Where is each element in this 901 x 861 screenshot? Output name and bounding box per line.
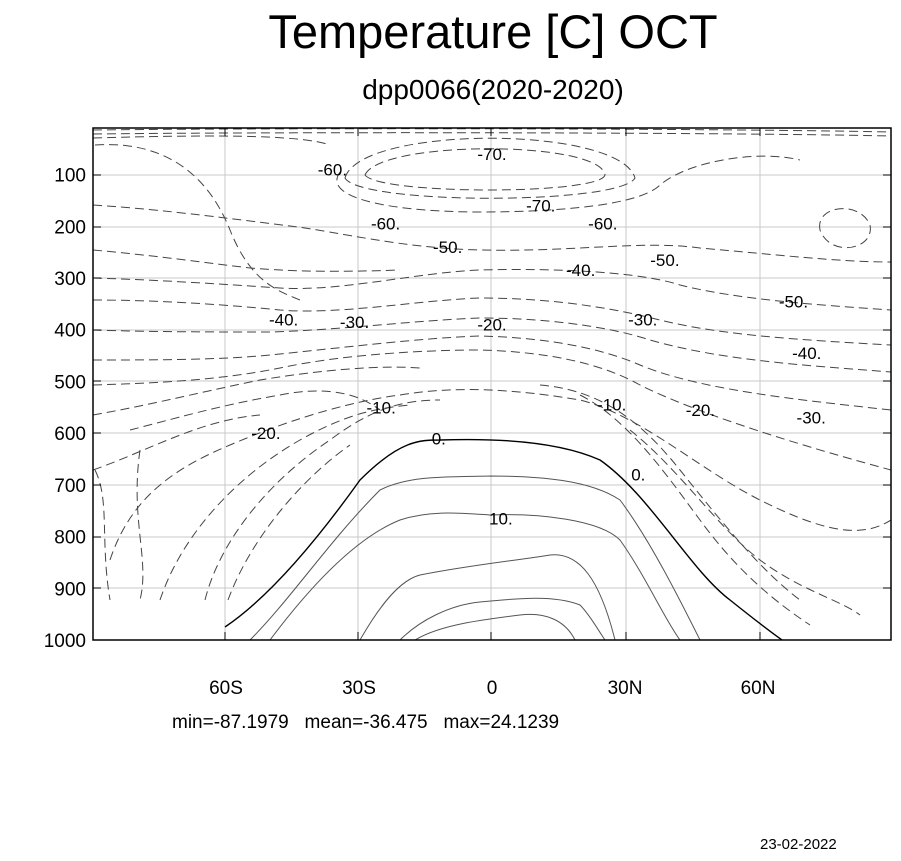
y-tick-label: 500 bbox=[54, 372, 86, 393]
contour-label: -50. bbox=[433, 238, 462, 257]
x-tick-label: 0 bbox=[487, 678, 498, 699]
y-tick-label: 200 bbox=[54, 217, 86, 238]
stats-text: min=-87.1979 mean=-36.475 max=24.1239 bbox=[172, 712, 560, 733]
contour-label: 0. bbox=[432, 429, 446, 448]
x-tick-label: 60N bbox=[741, 678, 776, 699]
contour-label: -60. bbox=[318, 160, 347, 179]
contour-label: -20. bbox=[477, 316, 506, 335]
y-tick-label: 800 bbox=[54, 528, 86, 549]
y-tick-label: 100 bbox=[54, 166, 86, 187]
plot-frame bbox=[92, 127, 892, 641]
contour-label: -50. bbox=[779, 292, 808, 311]
y-tick-label: 900 bbox=[54, 579, 86, 600]
contour-labels: -60. -70. -70. -60. -60. -50. -50. -40. -50. -40.… bbox=[251, 145, 826, 529]
contour-label: 0. bbox=[631, 466, 645, 485]
contour-label: -10. bbox=[367, 398, 396, 417]
y-tick-label: 400 bbox=[54, 321, 86, 342]
grid-lines bbox=[93, 128, 891, 640]
chart-subtitle: dpp0066(2020-2020) bbox=[362, 74, 624, 105]
x-tick-label: 30S bbox=[342, 678, 376, 699]
contour-label: -30. bbox=[628, 310, 657, 329]
chart-title: Temperature [C] OCT bbox=[268, 5, 718, 58]
positive-contours bbox=[224, 438, 783, 641]
contour-label: -30. bbox=[340, 313, 369, 332]
contour-label: -40. bbox=[269, 310, 298, 329]
y-tick-labels: 100 200 300 400 500 600 700 800 900 1000 bbox=[44, 166, 86, 652]
x-tick-labels: 60S 30S 0 30N 60N bbox=[209, 678, 775, 699]
contour-label: -70. bbox=[526, 197, 555, 216]
contour-label: -30. bbox=[797, 409, 826, 428]
contour-label: -20. bbox=[251, 424, 280, 443]
x-axis-ticks bbox=[224, 128, 761, 640]
contour-label: 10. bbox=[489, 509, 513, 528]
negative-contours bbox=[92, 128, 892, 626]
y-tick-label: 600 bbox=[54, 424, 86, 445]
contour-label: -60. bbox=[588, 215, 617, 234]
contour-label: -40. bbox=[792, 344, 821, 363]
y-tick-label: 300 bbox=[54, 269, 86, 290]
contour-label: -40. bbox=[566, 261, 595, 280]
contour-label: -70. bbox=[477, 145, 506, 164]
x-tick-label: 60S bbox=[209, 678, 243, 699]
y-axis-ticks bbox=[93, 174, 891, 589]
x-tick-label: 30N bbox=[608, 678, 643, 699]
contour-label: -60. bbox=[371, 215, 400, 234]
y-tick-label: 1000 bbox=[44, 631, 86, 652]
contour-label: -10. bbox=[597, 396, 626, 415]
y-tick-label: 700 bbox=[54, 476, 86, 497]
contour-label: -20. bbox=[686, 401, 715, 420]
contour-label: -50. bbox=[650, 251, 679, 270]
date-stamp: 23-02-2022 bbox=[760, 836, 837, 853]
